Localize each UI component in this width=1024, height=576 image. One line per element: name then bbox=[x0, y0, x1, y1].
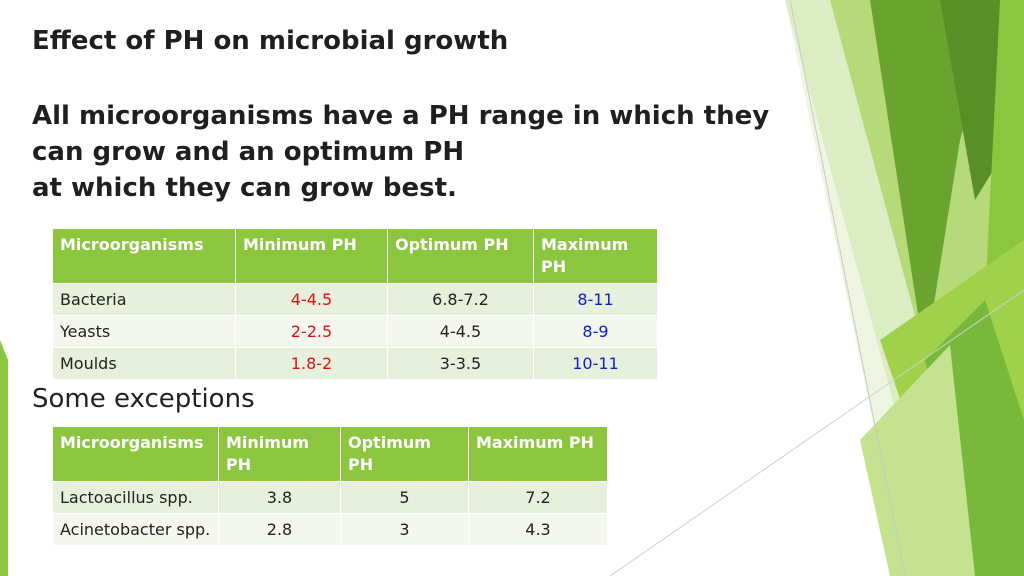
table-header-row: Microorganisms Minimum PH Optimum PH Max… bbox=[52, 228, 658, 284]
cell-maximum: 10-11 bbox=[533, 347, 658, 380]
slide-title: Effect of PH on microbial growth bbox=[32, 26, 509, 56]
cell-optimum: 3 bbox=[340, 513, 469, 546]
exceptions-heading: Some exceptions bbox=[32, 384, 255, 414]
cell-organism: Moulds bbox=[52, 347, 236, 380]
header-minimum-ph: Minimum PH bbox=[218, 426, 341, 482]
body-line-1: All microorganisms have a PH range in wh… bbox=[32, 101, 770, 131]
header-microorganisms: Microorganisms bbox=[52, 228, 236, 284]
cell-minimum: 1.8-2 bbox=[235, 347, 388, 380]
cell-optimum: 4-4.5 bbox=[387, 315, 534, 348]
body-line-3: at which they can grow best. bbox=[32, 173, 457, 203]
header-maximum-ph: Maximum PH bbox=[468, 426, 608, 482]
cell-minimum: 2-2.5 bbox=[235, 315, 388, 348]
header-microorganisms: Microorganisms bbox=[52, 426, 219, 482]
header-minimum-ph: Minimum PH bbox=[235, 228, 388, 284]
table-header-row: Microorganisms Minimum PH Optimum PH Max… bbox=[52, 426, 608, 482]
exceptions-table: Microorganisms Minimum PH Optimum PH Max… bbox=[52, 426, 608, 546]
cell-minimum: 2.8 bbox=[218, 513, 341, 546]
cell-organism: Bacteria bbox=[52, 283, 236, 316]
slide-body-text: All microorganisms have a PH range in wh… bbox=[32, 98, 772, 206]
ph-range-table: Microorganisms Minimum PH Optimum PH Max… bbox=[52, 228, 658, 380]
table-row: Yeasts 2-2.5 4-4.5 8-9 bbox=[52, 315, 658, 348]
cell-optimum: 6.8-7.2 bbox=[387, 283, 534, 316]
cell-minimum: 4-4.5 bbox=[235, 283, 388, 316]
table-row: Bacteria 4-4.5 6.8-7.2 8-11 bbox=[52, 283, 658, 316]
header-optimum-ph: Optimum PH bbox=[387, 228, 534, 284]
table-row: Moulds 1.8-2 3-3.5 10-11 bbox=[52, 347, 658, 380]
header-maximum-ph: Maximum PH bbox=[533, 228, 658, 284]
header-optimum-ph: Optimum PH bbox=[340, 426, 469, 482]
cell-maximum: 7.2 bbox=[468, 481, 608, 514]
cell-minimum: 3.8 bbox=[218, 481, 341, 514]
cell-organism: Acinetobacter spp. bbox=[52, 513, 219, 546]
cell-maximum: 4.3 bbox=[468, 513, 608, 546]
body-line-2: can grow and an optimum PH bbox=[32, 137, 465, 167]
cell-optimum: 5 bbox=[340, 481, 469, 514]
cell-maximum: 8-11 bbox=[533, 283, 658, 316]
table-row: Acinetobacter spp. 2.8 3 4.3 bbox=[52, 513, 608, 546]
cell-organism: Yeasts bbox=[52, 315, 236, 348]
cell-maximum: 8-9 bbox=[533, 315, 658, 348]
cell-optimum: 3-3.5 bbox=[387, 347, 534, 380]
table-row: Lactoacillus spp. 3.8 5 7.2 bbox=[52, 481, 608, 514]
cell-organism: Lactoacillus spp. bbox=[52, 481, 219, 514]
